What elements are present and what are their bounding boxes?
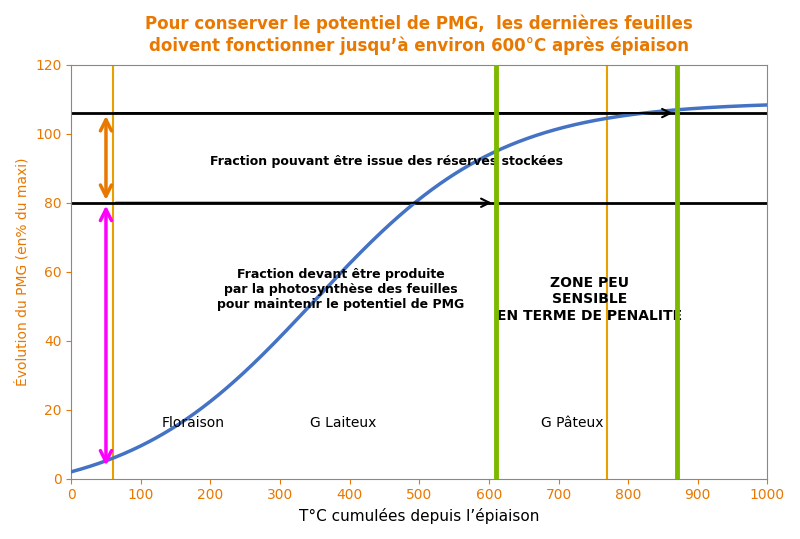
Y-axis label: Évolution du PMG (en% du maxi): Évolution du PMG (en% du maxi) <box>15 157 30 386</box>
Title: Pour conserver le potentiel de PMG,  les dernières feuilles
doivent fonctionner : Pour conserver le potentiel de PMG, les … <box>146 15 693 55</box>
X-axis label: T°C cumulées depuis l’épiaison: T°C cumulées depuis l’épiaison <box>299 508 539 524</box>
Text: Fraction pouvant être issue des réserves stockées: Fraction pouvant être issue des réserves… <box>210 155 563 168</box>
Text: G Laiteux: G Laiteux <box>310 417 376 431</box>
Text: ZONE PEU
SENSIBLE
EN TERME DE PENALITE: ZONE PEU SENSIBLE EN TERME DE PENALITE <box>498 276 682 322</box>
Text: G Pâteux: G Pâteux <box>542 417 604 431</box>
Text: Floraison: Floraison <box>162 417 225 431</box>
Text: Fraction devant être produite
par la photosynthèse des feuilles
pour maintenir l: Fraction devant être produite par la pho… <box>218 267 465 310</box>
